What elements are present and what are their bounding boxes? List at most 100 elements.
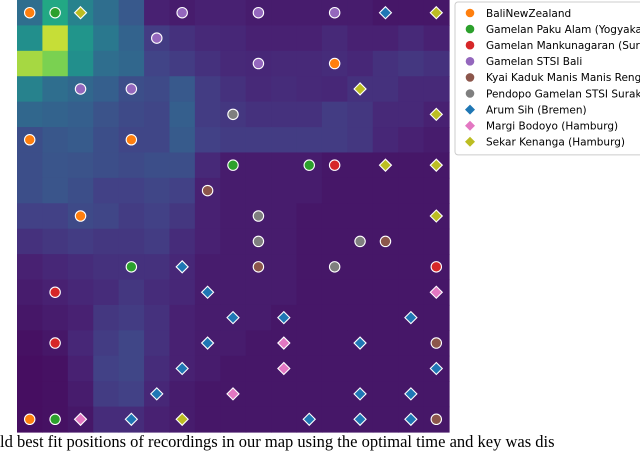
heatmap-cell xyxy=(245,304,272,331)
scatter-point-series-1 xyxy=(227,159,239,171)
heatmap-cell xyxy=(118,203,145,230)
heatmap-cell xyxy=(321,279,348,306)
heatmap-cell xyxy=(347,50,374,77)
heatmap-cell xyxy=(169,76,196,103)
heatmap-cell xyxy=(194,254,221,281)
scatter-point-series-6 xyxy=(277,310,291,325)
legend-marker xyxy=(465,24,475,34)
heatmap-cell xyxy=(194,203,221,230)
heatmap-cell xyxy=(347,304,374,331)
scatter-point-series-3 xyxy=(125,83,138,95)
heatmap-cell xyxy=(245,330,272,357)
heatmap-cell xyxy=(169,228,196,255)
scatter-point-series-6 xyxy=(404,387,418,401)
heatmap-cell xyxy=(423,76,450,103)
heatmap-cell xyxy=(423,381,450,408)
heatmap-cell xyxy=(42,127,69,154)
legend-frame xyxy=(454,1,640,156)
heatmap-cell xyxy=(296,0,323,27)
scatter-point-series-3 xyxy=(151,32,163,44)
heatmap-cell xyxy=(398,152,425,179)
scatter-markers xyxy=(23,5,444,427)
heatmap-cell xyxy=(245,76,272,103)
heatmap-cell xyxy=(220,228,247,255)
scatter-point-series-0 xyxy=(74,210,87,222)
scatter-point-series-6 xyxy=(404,412,418,427)
heatmap-cell xyxy=(372,25,399,52)
heatmap-cell xyxy=(67,101,94,128)
heatmap-cell xyxy=(17,381,44,408)
scatter-point-series-2 xyxy=(49,337,61,349)
heatmap-cell xyxy=(144,355,171,382)
heatmap-cell xyxy=(67,355,94,382)
heatmap-cell xyxy=(372,127,399,154)
legend-marker xyxy=(465,73,475,82)
heatmap-cell xyxy=(194,25,221,52)
heatmap-cell xyxy=(93,254,120,281)
scatter-point-series-5 xyxy=(354,235,366,248)
heatmap-cell xyxy=(423,228,450,255)
heatmap-cell xyxy=(17,25,44,52)
heatmap-cell xyxy=(93,25,120,52)
legend-marker xyxy=(465,120,475,131)
heatmap-cell xyxy=(220,177,247,204)
heatmap-cell xyxy=(42,203,69,230)
scatter-point-series-4 xyxy=(430,337,443,349)
scatter-point-series-2 xyxy=(430,261,443,273)
legend: BaliNewZealand Gamelan Paku Alam (Yogyaka… xyxy=(454,1,640,156)
heatmap-cell xyxy=(423,304,450,331)
figure-caption: ld best fit positions of recordings in o… xyxy=(0,432,555,451)
heatmap-cell xyxy=(271,406,298,433)
heatmap-cell xyxy=(169,50,196,77)
heatmap-cell xyxy=(398,228,425,255)
heatmap-cell xyxy=(372,330,399,357)
scatter-point-series-5 xyxy=(252,210,265,222)
heatmap-cell xyxy=(245,127,272,154)
heatmap-cell xyxy=(67,228,94,255)
heatmap-cell xyxy=(93,381,120,408)
heatmap-cell xyxy=(42,381,69,408)
scatter-point-series-7 xyxy=(277,361,291,376)
heatmap-cell xyxy=(245,25,272,52)
heatmap-cell xyxy=(194,127,221,154)
heatmap-cell xyxy=(423,127,450,154)
heatmap-cell xyxy=(194,76,221,103)
heatmap-cell xyxy=(220,127,247,154)
heatmap-cell xyxy=(169,152,196,179)
scatter-point-series-6 xyxy=(353,336,367,350)
scatter-point-series-3 xyxy=(252,57,265,70)
scatter-point-series-4 xyxy=(430,413,443,426)
scatter-point-series-5 xyxy=(252,235,265,248)
scatter-point-series-4 xyxy=(252,261,265,273)
heatmap-cell xyxy=(271,101,298,128)
heatmap-cell xyxy=(17,304,44,331)
heatmap-cell xyxy=(398,76,425,103)
heatmap-cell xyxy=(321,355,348,382)
scatter-point-series-2 xyxy=(49,286,61,298)
heatmap-cell xyxy=(169,279,196,306)
heatmap-cell xyxy=(17,228,44,255)
heatmap-cell xyxy=(144,127,171,154)
heatmap-cell xyxy=(67,152,94,179)
heatmap-cell xyxy=(17,76,44,103)
heatmap-cell xyxy=(93,203,120,230)
scatter-point-series-0 xyxy=(125,134,138,146)
heatmap-cell xyxy=(144,76,171,103)
heatmap-cell xyxy=(169,381,196,408)
heatmap-cell xyxy=(220,76,247,103)
scatter-point-series-7 xyxy=(429,285,444,300)
legend-label: BaliNewZealand xyxy=(486,8,571,20)
heatmap-cell xyxy=(398,50,425,77)
heatmap-cell xyxy=(271,76,298,103)
heatmap-cell xyxy=(42,304,69,331)
heatmap-cell xyxy=(144,228,171,255)
scatter-point-series-1 xyxy=(49,6,61,19)
heatmap-cell xyxy=(220,254,247,281)
heatmap-cell xyxy=(144,330,171,357)
legend-label: Sekar Kenanga (Hamburg) xyxy=(486,137,625,149)
heatmap-cell xyxy=(220,25,247,52)
legend-label: Arum Sih (Bremen) xyxy=(486,104,587,116)
scatter-point-series-8 xyxy=(429,107,444,122)
heatmap-cell xyxy=(93,177,120,204)
scatter-point-series-8 xyxy=(175,412,189,427)
